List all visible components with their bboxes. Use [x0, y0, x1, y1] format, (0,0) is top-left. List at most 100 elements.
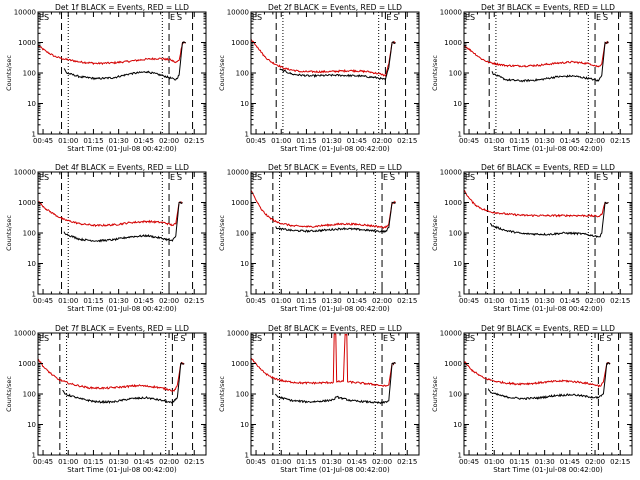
panel-title: Det 1f BLACK = Events, RED = LLD: [55, 3, 189, 12]
x-tick-label: 02:15: [184, 458, 204, 466]
x-tick-label: 01:30: [322, 297, 342, 305]
y-tick-label: 1: [245, 291, 249, 299]
y-tick-label: 1000: [444, 199, 462, 207]
x-tick-label: 01:45: [347, 458, 367, 466]
marker-label-s: S: [177, 173, 182, 182]
y-tick-label: 10000: [440, 169, 462, 177]
marker-label-s: S: [390, 334, 395, 343]
x-tick-label: 02:15: [610, 297, 630, 305]
events-series-line: [63, 41, 187, 81]
marker-label-e: E: [170, 173, 175, 182]
marker-label-e: E: [465, 334, 470, 343]
x-axis-label: Start Time (01-Jul-08 00:42:00): [280, 466, 390, 474]
y-tick-label: 1: [32, 452, 36, 460]
x-axis-label: Start Time (01-Jul-08 00:42:00): [67, 466, 177, 474]
x-tick-label: 02:00: [585, 137, 605, 145]
x-tick-label: 01:15: [296, 458, 316, 466]
x-tick-label: 01:30: [109, 458, 129, 466]
y-tick-label: 10000: [14, 9, 36, 17]
y-tick-label: 100: [236, 391, 249, 399]
panel-2: Det 2f BLACK = Events, RED = LLD 1 10 100 10…: [218, 3, 420, 153]
y-axis-label: Counts/sec: [218, 215, 226, 251]
x-tick-label: 01:00: [58, 458, 78, 466]
y-tick-label: 100: [23, 70, 36, 78]
y-tick-label: 10: [27, 421, 36, 429]
marker-label-s: S: [390, 173, 395, 182]
x-axis-label: Start Time (01-Jul-08 00:42:00): [493, 305, 603, 313]
marker-label-e: E: [170, 13, 175, 22]
panel-8: Det 8f BLACK = Events, RED = LLD 1 10 100 10…: [218, 324, 420, 474]
marker-label-e: E: [383, 173, 388, 182]
x-tick-label: 01:45: [560, 297, 580, 305]
x-tick-label: 01:30: [109, 137, 129, 145]
y-tick-label: 100: [23, 391, 36, 399]
marker-label-e: E: [465, 13, 470, 22]
x-tick-label: 02:00: [159, 458, 179, 466]
panel-6: Det 6f BLACK = Events, RED = LLD 1 10 100 10…: [431, 163, 633, 313]
x-tick-label: 01:00: [484, 297, 504, 305]
events-series-line: [274, 362, 396, 405]
x-tick-label: 01:15: [509, 297, 529, 305]
events-series-line: [63, 201, 183, 243]
y-tick-label: 1000: [18, 39, 36, 47]
events-series-line: [491, 41, 609, 83]
y-tick-label: 1000: [444, 39, 462, 47]
y-tick-label: 10000: [227, 330, 249, 338]
x-tick-label: 01:30: [535, 458, 555, 466]
plot-frame: [250, 171, 420, 295]
panel-title: Det 2f BLACK = Events, RED = LLD: [268, 3, 402, 12]
x-tick-label: 00:45: [33, 458, 53, 466]
lld-series-line: [251, 333, 396, 387]
y-axis-label: Counts/sec: [5, 376, 13, 412]
y-tick-label: 10000: [14, 330, 36, 338]
panel-title: Det 7f BLACK = Events, RED = LLD: [55, 324, 189, 333]
y-tick-label: 10: [453, 421, 462, 429]
x-axis-label: Start Time (01-Jul-08 00:42:00): [493, 145, 603, 153]
plot-frame: [463, 332, 633, 456]
y-tick-label: 1000: [231, 360, 249, 368]
events-series-line: [275, 201, 396, 234]
y-tick-label: 100: [23, 230, 36, 238]
marker-label-s: S: [257, 173, 262, 182]
x-tick-label: 00:45: [246, 137, 266, 145]
y-tick-label: 1: [32, 291, 36, 299]
y-tick-label: 1000: [231, 199, 249, 207]
y-tick-label: 10: [240, 421, 249, 429]
y-axis-label: Counts/sec: [218, 55, 226, 91]
marker-label-s: S: [603, 13, 608, 22]
panel-7: Det 7f BLACK = Events, RED = LLD 1 10 100 10…: [5, 324, 207, 474]
y-tick-label: 10000: [14, 169, 36, 177]
x-tick-label: 01:45: [347, 137, 367, 145]
x-tick-label: 02:15: [610, 137, 630, 145]
x-tick-label: 02:15: [184, 297, 204, 305]
y-tick-label: 10000: [440, 9, 462, 17]
x-tick-label: 01:45: [560, 458, 580, 466]
lld-series-line: [38, 358, 185, 392]
x-axis-label: Start Time (01-Jul-08 00:42:00): [67, 305, 177, 313]
x-tick-label: 02:15: [397, 137, 417, 145]
plot-frame: [250, 332, 420, 456]
marker-label-s: S: [257, 13, 262, 22]
y-tick-label: 100: [236, 70, 249, 78]
x-tick-label: 01:30: [322, 137, 342, 145]
y-tick-label: 10: [240, 260, 249, 268]
events-series-line: [487, 362, 611, 400]
marker-label-e: E: [252, 173, 257, 182]
x-tick-label: 01:15: [83, 458, 103, 466]
x-tick-label: 02:00: [159, 137, 179, 145]
plot-frame: [37, 171, 207, 295]
x-tick-label: 00:45: [459, 137, 479, 145]
x-tick-label: 00:45: [459, 297, 479, 305]
panel-5: Det 5f BLACK = Events, RED = LLD 1 10 100 10…: [218, 163, 420, 313]
marker-label-e: E: [383, 334, 388, 343]
y-tick-label: 10000: [227, 9, 249, 17]
lld-series-line: [251, 190, 396, 230]
x-tick-label: 00:45: [246, 297, 266, 305]
y-tick-label: 100: [236, 230, 249, 238]
marker-label-s: S: [470, 173, 475, 182]
x-tick-label: 02:15: [610, 458, 630, 466]
events-series-line: [279, 41, 396, 81]
marker-label-s: S: [470, 334, 475, 343]
x-axis-label: Start Time (01-Jul-08 00:42:00): [280, 305, 390, 313]
